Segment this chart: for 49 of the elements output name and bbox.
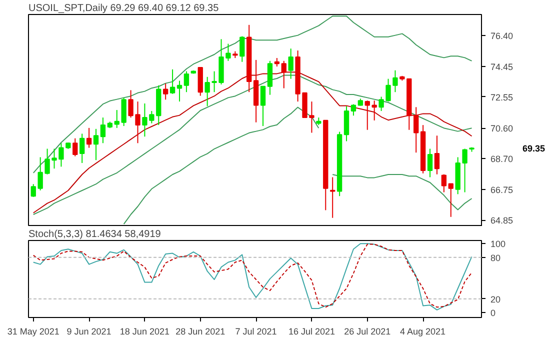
x-tick-label: 31 May 2021 [7,326,60,336]
candlestick [100,117,106,144]
text: 69.35 [522,144,546,154]
candlestick [448,183,454,218]
candlestick [392,70,398,93]
y-tick-label: 72.55 [490,92,514,102]
candlestick [240,36,245,62]
candlestick [434,135,440,175]
x-tick-label: 28 Jun 2021 [176,326,226,336]
candlestick [267,60,273,96]
y-tick-label: 80 [490,252,501,263]
candlestick [170,68,176,94]
y-tick-label: 64.85 [490,216,514,226]
x-tick-label: 4 Aug 2021 [400,326,446,336]
candlestick [204,76,210,107]
x-tick-label: 16 Jul 2021 [288,326,335,336]
candlestick [364,100,370,130]
x-tick-label: 26 Jul 2021 [344,326,391,336]
y-tick-label: 66.75 [490,185,514,196]
candlestick [441,174,447,193]
candlestick [93,128,99,161]
candlestick [176,80,182,102]
y-tick-label: 70.60 [490,124,514,134]
candlestick [72,138,78,157]
x-tick-label: 18 Jun 2021 [120,326,170,336]
candlestick [344,106,350,142]
x-tick-label: 9 Jun 2021 [66,326,112,336]
candlestick [260,86,266,127]
y-tick-label: 20 [490,294,501,304]
y-tick-label: 74.45 [490,62,514,72]
candlestick [462,148,468,193]
candlestick [86,127,92,148]
y-tick-label: 76.40 [490,30,514,41]
candlestick [330,176,336,218]
chart-title: Stoch(5,3,3) 81.4634 58,4919 [28,229,162,240]
candlestick [281,60,286,89]
y-tick-label: 100 [490,239,506,250]
chart-title: USOIL_SPT,Daily 69.29 69.40 69.12 69.35 [28,3,220,14]
y-tick-label: 68.70 [490,154,514,164]
candlestick [184,70,190,93]
candlestick [162,82,168,100]
candlestick [414,106,419,154]
line-series [32,16,472,174]
x-tick-label: 7 Jul 2021 [235,326,277,336]
candlestick [288,48,294,80]
candlestick [372,100,377,121]
candlestick [427,148,433,178]
y-tick-label: 0 [490,308,496,318]
candlestick [79,133,85,164]
